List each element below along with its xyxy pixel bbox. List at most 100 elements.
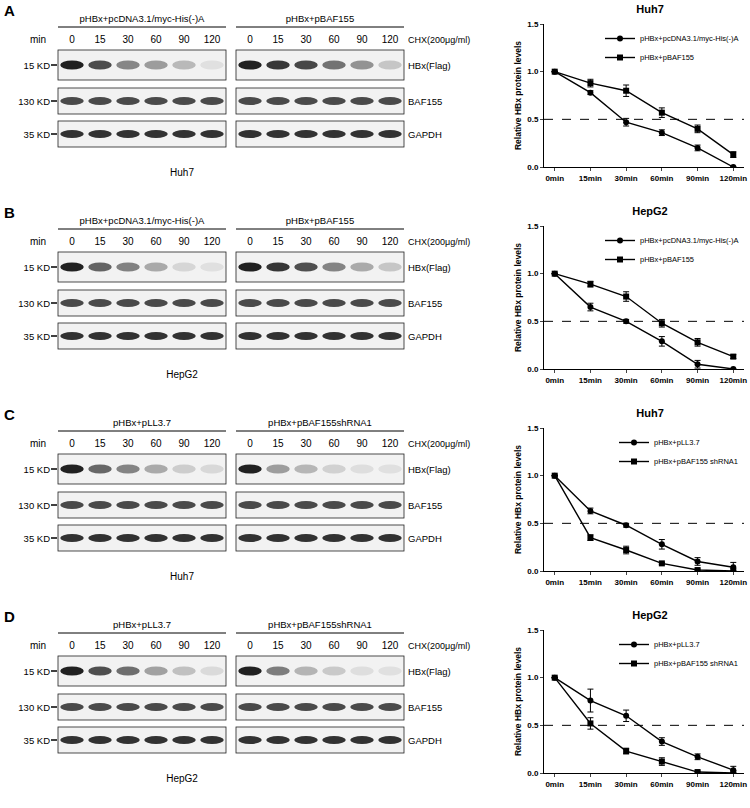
svg-text:15: 15 — [272, 438, 284, 449]
svg-text:35 KD: 35 KD — [24, 735, 51, 746]
svg-text:0: 0 — [247, 34, 253, 45]
svg-text:pHBx+pBAF155shRNA1: pHBx+pBAF155shRNA1 — [268, 619, 372, 630]
svg-text:min: min — [30, 438, 46, 449]
svg-text:0.5: 0.5 — [527, 115, 539, 124]
svg-text:90: 90 — [178, 438, 190, 449]
svg-text:15: 15 — [94, 34, 106, 45]
svg-text:BAF155: BAF155 — [408, 298, 442, 309]
svg-text:35 KD: 35 KD — [24, 331, 51, 342]
svg-text:120min: 120min — [720, 780, 748, 789]
svg-text:60min: 60min — [650, 780, 673, 789]
svg-text:0: 0 — [247, 236, 253, 247]
svg-text:1.5: 1.5 — [527, 626, 539, 635]
svg-text:0: 0 — [69, 236, 75, 247]
svg-text:15: 15 — [94, 640, 106, 651]
svg-text:15 KD: 15 KD — [24, 60, 51, 71]
svg-text:120: 120 — [204, 438, 221, 449]
svg-text:Huh7: Huh7 — [636, 407, 664, 419]
svg-text:0: 0 — [69, 34, 75, 45]
svg-text:GAPDH: GAPDH — [408, 735, 442, 746]
svg-text:60: 60 — [150, 438, 162, 449]
svg-text:90min: 90min — [686, 578, 709, 587]
svg-text:15min: 15min — [579, 578, 602, 587]
svg-text:pHBx+pcDNA3.1/myc-His(-)A: pHBx+pcDNA3.1/myc-His(-)A — [640, 236, 739, 245]
svg-text:30: 30 — [122, 438, 134, 449]
svg-text:Relative HBx protein levels: Relative HBx protein levels — [513, 445, 523, 554]
svg-text:60: 60 — [328, 236, 340, 247]
svg-text:15: 15 — [94, 236, 106, 247]
svg-text:pHBx+pLL3.7: pHBx+pLL3.7 — [654, 438, 700, 447]
svg-text:0: 0 — [247, 640, 253, 651]
svg-text:HBx(Flag): HBx(Flag) — [408, 464, 451, 475]
svg-text:1.0: 1.0 — [527, 673, 539, 682]
svg-text:pHBx+pLL3.7: pHBx+pLL3.7 — [654, 640, 700, 649]
svg-text:1.0: 1.0 — [527, 269, 539, 278]
svg-text:D: D — [4, 608, 15, 625]
svg-text:15 KD: 15 KD — [24, 464, 51, 475]
svg-text:Huh7: Huh7 — [170, 571, 194, 582]
svg-text:0: 0 — [69, 438, 75, 449]
svg-text:1.0: 1.0 — [527, 67, 539, 76]
svg-text:Huh7: Huh7 — [170, 167, 194, 178]
svg-text:60: 60 — [150, 34, 162, 45]
svg-text:A: A — [4, 2, 15, 19]
svg-text:GAPDH: GAPDH — [408, 533, 442, 544]
svg-text:30: 30 — [300, 236, 312, 247]
svg-text:0.0: 0.0 — [527, 567, 539, 576]
svg-text:130 KD: 130 KD — [18, 702, 50, 713]
svg-text:120: 120 — [204, 34, 221, 45]
svg-text:90: 90 — [178, 34, 190, 45]
svg-text:120: 120 — [382, 34, 399, 45]
svg-text:120: 120 — [204, 640, 221, 651]
svg-text:90: 90 — [356, 34, 368, 45]
svg-text:0.5: 0.5 — [527, 519, 539, 528]
svg-text:1.0: 1.0 — [527, 471, 539, 480]
svg-text:0min: 0min — [545, 376, 564, 385]
svg-text:15min: 15min — [579, 174, 602, 183]
svg-text:90: 90 — [356, 236, 368, 247]
svg-text:35 KD: 35 KD — [24, 533, 51, 544]
svg-text:15 KD: 15 KD — [24, 262, 51, 273]
svg-text:30: 30 — [122, 236, 134, 247]
svg-text:pHBx+pBAF155: pHBx+pBAF155 — [640, 53, 694, 62]
svg-text:30: 30 — [300, 640, 312, 651]
svg-text:15: 15 — [272, 236, 284, 247]
svg-text:60: 60 — [150, 640, 162, 651]
svg-text:HepG2: HepG2 — [632, 205, 667, 217]
svg-text:pHBx+pBAF155: pHBx+pBAF155 — [286, 215, 354, 226]
svg-text:HepG2: HepG2 — [166, 773, 198, 784]
svg-text:HepG2: HepG2 — [166, 369, 198, 380]
svg-text:pHBx+pBAF155: pHBx+pBAF155 — [286, 13, 354, 24]
svg-text:60: 60 — [150, 236, 162, 247]
svg-text:BAF155: BAF155 — [408, 702, 442, 713]
svg-text:pHBx+pLL3.7: pHBx+pLL3.7 — [113, 619, 171, 630]
svg-text:0.0: 0.0 — [527, 365, 539, 374]
svg-text:min: min — [30, 640, 46, 651]
svg-text:pHBx+pBAF155: pHBx+pBAF155 — [640, 255, 694, 264]
svg-text:GAPDH: GAPDH — [408, 331, 442, 342]
svg-text:120: 120 — [382, 236, 399, 247]
svg-text:CHX(200μg/ml): CHX(200μg/ml) — [408, 439, 470, 449]
svg-text:0.0: 0.0 — [527, 769, 539, 778]
svg-text:90min: 90min — [686, 780, 709, 789]
svg-text:0min: 0min — [545, 780, 564, 789]
svg-text:30: 30 — [300, 438, 312, 449]
svg-text:30: 30 — [122, 640, 134, 651]
svg-text:1.5: 1.5 — [527, 222, 539, 231]
svg-text:0: 0 — [247, 438, 253, 449]
svg-text:pHBx+pcDNA3.1/myc-His(-)A: pHBx+pcDNA3.1/myc-His(-)A — [80, 215, 206, 226]
svg-text:min: min — [30, 236, 46, 247]
svg-text:HBx(Flag): HBx(Flag) — [408, 262, 451, 273]
svg-text:pHBx+pLL3.7: pHBx+pLL3.7 — [113, 417, 171, 428]
svg-text:min: min — [30, 34, 46, 45]
svg-text:120: 120 — [382, 640, 399, 651]
svg-text:0.5: 0.5 — [527, 721, 539, 730]
svg-text:pHBx+pBAF155 shRNA1: pHBx+pBAF155 shRNA1 — [654, 457, 738, 466]
svg-text:BAF155: BAF155 — [408, 96, 442, 107]
svg-text:60min: 60min — [650, 174, 673, 183]
svg-text:60min: 60min — [650, 578, 673, 587]
svg-text:0min: 0min — [545, 174, 564, 183]
svg-text:90min: 90min — [686, 376, 709, 385]
svg-text:pHBx+pBAF155shRNA1: pHBx+pBAF155shRNA1 — [268, 417, 372, 428]
svg-text:90: 90 — [356, 640, 368, 651]
